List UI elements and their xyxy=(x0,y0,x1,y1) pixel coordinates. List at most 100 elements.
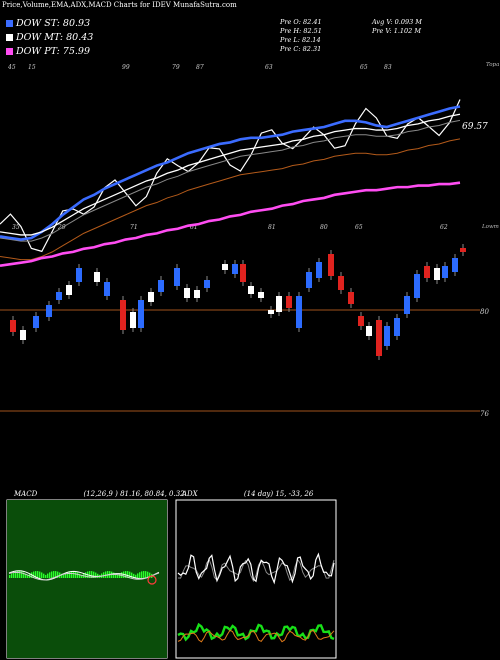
adx-minus-di-line xyxy=(177,558,335,583)
candle-body xyxy=(384,326,390,346)
macd-histogram-bar xyxy=(33,571,35,578)
tick-label: 79 xyxy=(172,64,180,71)
candle-body xyxy=(276,296,282,312)
macd-histogram-bar xyxy=(145,571,147,578)
macd-histogram-bar xyxy=(133,573,135,578)
candle-body xyxy=(434,268,440,280)
series-line-dow-mt xyxy=(0,113,461,236)
macd-histogram-bar xyxy=(9,575,11,578)
macd-histogram-bar xyxy=(47,573,49,578)
candle-body xyxy=(232,264,238,274)
macd-histogram-bar xyxy=(129,571,131,578)
macd-histogram-bar xyxy=(93,571,95,578)
ema-long-line xyxy=(0,138,461,261)
candle-body xyxy=(460,248,466,252)
candle-body xyxy=(376,320,382,356)
candle-body xyxy=(248,286,254,294)
macd-histogram-bar xyxy=(135,574,137,578)
macd-histogram-bar xyxy=(49,572,51,578)
adx-label: ADX (14 day) 15, -33, 26 xyxy=(182,490,313,498)
adx-title: ADX xyxy=(182,490,198,498)
macd-histogram-bar xyxy=(91,571,93,578)
candle-body xyxy=(20,330,26,340)
series-line-dow-pt xyxy=(0,181,461,268)
macd-histogram-bar xyxy=(63,574,65,578)
macd-histogram-bar xyxy=(55,571,57,578)
macd-histogram-bar xyxy=(11,573,13,578)
candle-body xyxy=(174,268,180,286)
candle-body xyxy=(138,300,144,328)
macd-histogram-bar xyxy=(39,571,41,578)
price-close-line xyxy=(0,99,461,253)
candle-body xyxy=(184,288,190,298)
legend-label-mt: DOW MT: 80.43 xyxy=(16,32,94,43)
last-price-label: 69.57 xyxy=(462,122,488,132)
macd-histogram-bar xyxy=(51,571,53,578)
legend-swatch-mt xyxy=(6,34,13,41)
legend-dow-st: DOW ST: 80.93 xyxy=(6,18,90,29)
candle-body xyxy=(404,296,410,314)
candle-body xyxy=(130,312,136,328)
tick-label: 65 xyxy=(360,64,368,71)
macd-histogram-bar xyxy=(69,571,71,578)
candle-body xyxy=(258,292,264,298)
macd-histogram-bar xyxy=(27,574,29,578)
stat-pre-open: Pre O: 82.41 xyxy=(280,18,322,26)
macd-histogram-bar xyxy=(117,574,119,578)
y-label-80: 80 xyxy=(480,308,489,316)
candle-body xyxy=(104,282,110,296)
legend-swatch-st xyxy=(6,20,13,27)
candle-body xyxy=(424,266,430,278)
macd-histogram-bar xyxy=(75,571,77,578)
tick-label: 62 xyxy=(440,224,448,231)
macd-histogram-bar xyxy=(53,571,55,578)
tick-label: 15 xyxy=(28,64,36,71)
macd-histogram-bar xyxy=(61,573,63,578)
macd-histogram-bar xyxy=(131,572,133,578)
tick-label: 99 xyxy=(122,64,130,71)
candle-body xyxy=(268,310,274,314)
macd-histogram-bar xyxy=(85,572,87,578)
macd-histogram-bar xyxy=(15,571,17,578)
candle-body xyxy=(10,320,16,332)
candle-body xyxy=(66,285,72,295)
macd-signal-line xyxy=(8,571,160,581)
tick-label: 61 xyxy=(190,224,198,231)
candle-body xyxy=(414,274,420,298)
tick-label: 87 xyxy=(196,64,204,71)
candle-body xyxy=(442,266,448,278)
candle-body xyxy=(296,296,302,328)
candle-body xyxy=(46,305,52,317)
legend-label-st: DOW ST: 80.93 xyxy=(16,18,91,29)
series-line-dow-st xyxy=(0,105,461,241)
corner-label-mid: Lowm xyxy=(482,224,499,230)
macd-histogram-bar xyxy=(23,572,25,578)
legend-dow-mt: DOW MT: 80.43 xyxy=(6,32,93,43)
candle-body xyxy=(348,292,354,304)
macd-histogram-bar xyxy=(37,571,39,578)
candle-body xyxy=(204,280,210,288)
macd-histogram-bar xyxy=(77,572,79,578)
tick-label: 65 xyxy=(355,224,363,231)
candle-body xyxy=(120,300,126,330)
adx-params: (14 day) 15, -33, 26 xyxy=(243,490,314,498)
macd-histogram-bar xyxy=(71,571,73,578)
macd-histogram-bar xyxy=(25,573,27,578)
corner-label-top: Topa xyxy=(486,62,500,68)
macd-line xyxy=(8,570,160,581)
candle-body xyxy=(358,316,364,326)
tick-label: 81 xyxy=(268,224,276,231)
macd-histogram-bar xyxy=(19,571,21,578)
candle-body xyxy=(76,268,82,282)
adx-green-line xyxy=(177,622,335,642)
candle-body xyxy=(328,254,334,276)
adx-orange-line xyxy=(177,629,335,643)
macd-histogram-bar xyxy=(57,571,59,578)
candle-body xyxy=(306,272,312,288)
candle-body xyxy=(33,316,39,328)
macd-crossover-marker xyxy=(147,575,157,585)
legend-dow-pt: DOW PT: 75.99 xyxy=(6,46,90,57)
macd-histogram-bar xyxy=(143,571,145,578)
macd-histogram-bar xyxy=(89,571,91,578)
macd-histogram-bar xyxy=(127,571,129,578)
